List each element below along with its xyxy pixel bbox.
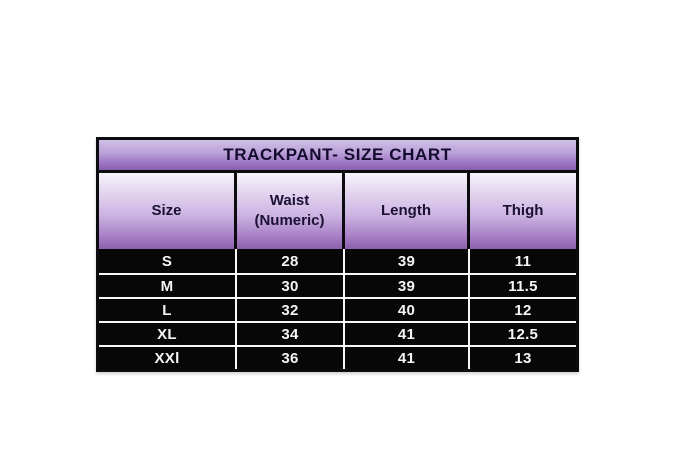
table-title-bar: TRACKPANT- SIZE CHART xyxy=(99,140,576,173)
table-cell: 11.5 xyxy=(508,277,538,295)
table-cell: 32 xyxy=(237,299,345,321)
column-header: Waist (Numeric) xyxy=(237,173,345,249)
table-cell: 13 xyxy=(514,349,532,367)
table-cell: 36 xyxy=(237,347,345,369)
table-title: TRACKPANT- SIZE CHART xyxy=(223,145,452,164)
table-cell: 12.5 xyxy=(507,325,539,343)
table-cell: 40 xyxy=(345,299,470,321)
table-row: XL 34 41 12.5 xyxy=(99,321,576,345)
table-cell: 12 xyxy=(514,301,532,319)
column-header: Length xyxy=(345,173,470,249)
table-cell: 41 xyxy=(345,323,470,345)
table-row: XXl 36 41 13 xyxy=(99,345,576,369)
size-label-cell: XL xyxy=(99,323,237,345)
size-label-cell: L xyxy=(99,299,237,321)
table-cell: 39 xyxy=(345,275,470,297)
table-row: L 32 40 12 xyxy=(99,297,576,321)
table-cell: 30 xyxy=(237,275,345,297)
table-body: S 28 39 11 M 30 39 11.5 L 32 40 12 XL 34 41 12.5 XXl 36 41… xyxy=(99,249,576,369)
table-cell: 34 xyxy=(237,323,345,345)
table-row: M 30 39 11.5 xyxy=(99,273,576,297)
table-cell: 39 xyxy=(345,249,470,273)
size-label-cell: M xyxy=(99,275,237,297)
table-row: S 28 39 11 xyxy=(99,249,576,273)
table-cell: 28 xyxy=(237,249,345,273)
size-label-cell: XXl xyxy=(99,347,237,369)
table-cell: 11 xyxy=(514,252,532,270)
table-cell: 41 xyxy=(345,347,470,369)
column-header: Thigh xyxy=(470,173,576,249)
size-chart-table: TRACKPANT- SIZE CHART Size Waist (Numeric… xyxy=(96,137,579,372)
column-header: Size xyxy=(99,173,237,249)
size-label-cell: S xyxy=(99,249,237,273)
table-header-row: Size Waist (Numeric) Length Thigh xyxy=(99,173,576,249)
